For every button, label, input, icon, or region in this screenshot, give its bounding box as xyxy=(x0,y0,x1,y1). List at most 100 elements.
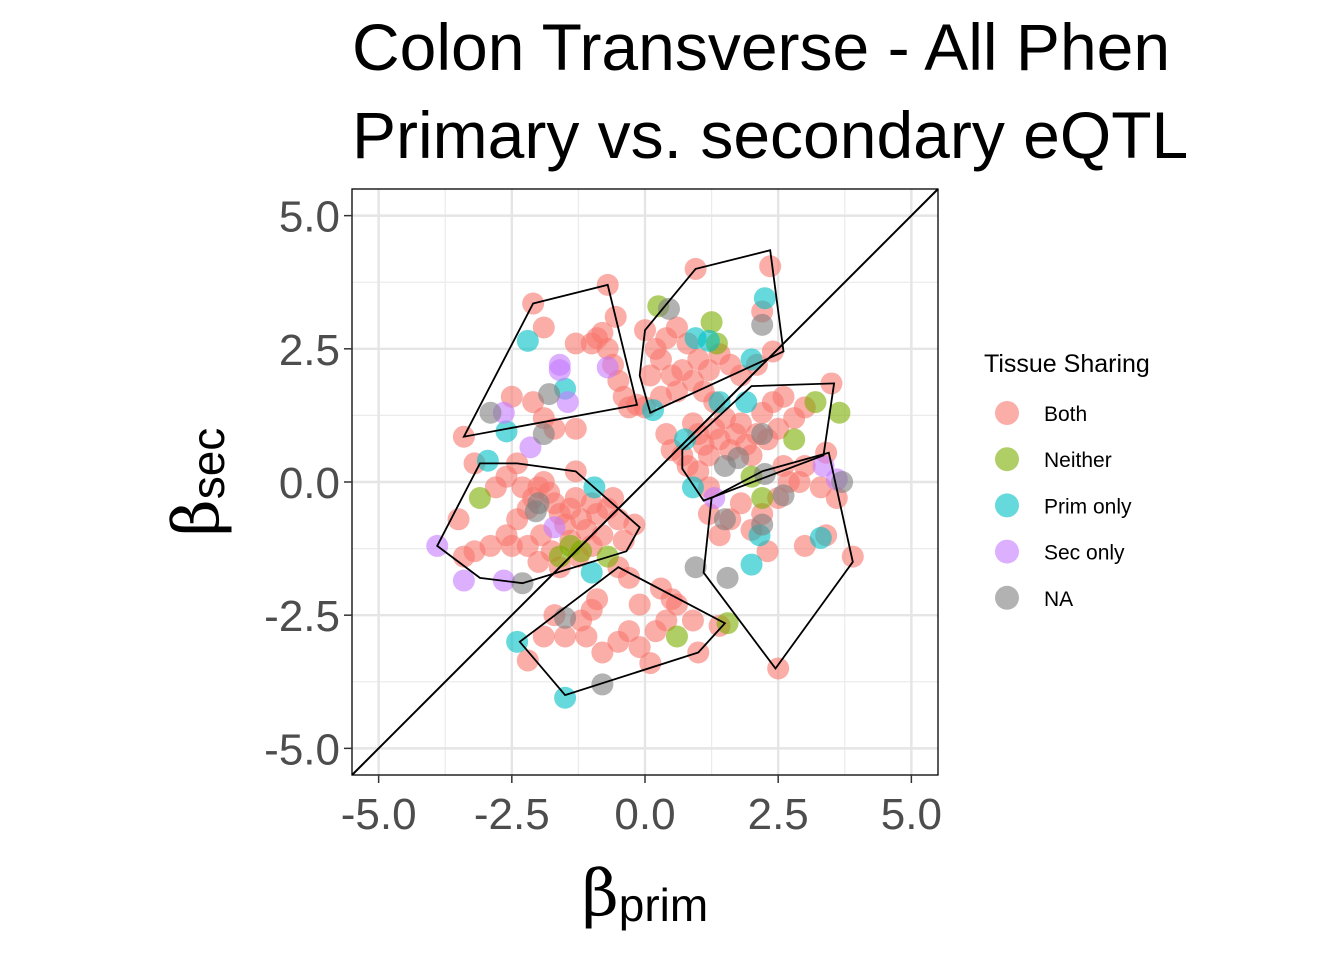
data-point xyxy=(628,636,651,659)
data-point xyxy=(495,420,518,443)
data-point xyxy=(772,484,795,507)
legend: Tissue Sharing Both Neither Prim only Sec o… xyxy=(984,350,1150,611)
y-tick-label: 2.5 xyxy=(279,326,340,375)
data-point xyxy=(532,423,555,446)
hull-polygon xyxy=(702,451,854,671)
data-point xyxy=(532,316,555,339)
chart-title-line-2: Primary vs. secondary eQTL xyxy=(352,98,1188,172)
legend-swatch xyxy=(995,401,1019,425)
data-point xyxy=(591,641,614,664)
reference-line-y-equals-x xyxy=(351,188,939,776)
legend-label: Neither xyxy=(1044,449,1112,472)
legend-swatch xyxy=(995,585,1019,610)
data-point xyxy=(556,391,579,414)
legend-entry: Sec only xyxy=(995,539,1125,565)
data-point xyxy=(804,391,827,414)
data-point xyxy=(623,513,646,536)
data-point xyxy=(788,471,811,493)
data-point xyxy=(618,620,641,643)
data-point xyxy=(655,609,678,632)
data-point xyxy=(649,348,672,371)
data-point xyxy=(548,545,571,568)
data-point xyxy=(570,540,593,563)
x-tick-label: 5.0 xyxy=(881,790,942,839)
x-tick-label: -5.0 xyxy=(341,790,417,839)
data-point xyxy=(506,630,529,653)
data-point xyxy=(660,588,683,611)
data-point xyxy=(543,516,566,539)
data-point xyxy=(516,649,539,672)
legend-swatch xyxy=(995,539,1019,564)
data-point xyxy=(586,327,609,350)
data-point xyxy=(500,534,523,557)
data-point xyxy=(554,625,577,648)
data-point xyxy=(761,340,784,363)
legend-title: Tissue Sharing xyxy=(984,350,1150,378)
y-tick-label: 0.0 xyxy=(279,459,340,508)
chart-title-line-1: Colon Transverse - All Phen xyxy=(352,10,1170,84)
x-axis-label-subscript: prim xyxy=(619,879,708,931)
data-point xyxy=(684,556,707,579)
data-point xyxy=(716,612,739,635)
data-point xyxy=(759,255,782,278)
x-axis-ticks: -5.0 -2.5 0.0 2.5 5.0 xyxy=(341,775,942,839)
hull-polygon xyxy=(681,382,836,502)
data-point xyxy=(554,606,577,629)
y-axis-ticks: 5.0 2.5 0.0 -2.5 -5.0 xyxy=(264,193,352,774)
data-point xyxy=(564,417,587,440)
data-point xyxy=(516,534,539,557)
data-point xyxy=(665,316,688,339)
legend-entry: Both xyxy=(995,401,1087,426)
data-point xyxy=(665,625,688,648)
legend-swatch xyxy=(995,493,1019,518)
data-point xyxy=(828,401,851,424)
data-point xyxy=(812,455,835,478)
data-point xyxy=(772,385,795,408)
hull-polygon xyxy=(518,566,727,697)
legend-label: Both xyxy=(1044,403,1087,426)
data-point xyxy=(751,513,774,536)
data-point xyxy=(735,391,758,414)
y-axis-label-subscript: sec xyxy=(182,428,234,500)
data-point xyxy=(673,428,696,451)
legend-entries: Both Neither Prim only Sec only NA xyxy=(995,401,1132,611)
data-point xyxy=(554,686,577,709)
convex-hulls xyxy=(436,249,854,697)
y-axis-label-symbol: β xyxy=(160,499,234,536)
y-tick-label: -2.5 xyxy=(264,592,340,641)
x-axis-label-symbol: β xyxy=(582,857,619,931)
data-point xyxy=(639,364,662,387)
hull-polygon xyxy=(436,462,641,585)
legend-label: Prim only xyxy=(1044,495,1132,518)
y-tick-label: -5.0 xyxy=(264,725,340,774)
data-point xyxy=(476,449,499,472)
data-point xyxy=(751,486,774,509)
data-point xyxy=(479,534,502,557)
legend-label: Sec only xyxy=(1044,542,1125,565)
data-point xyxy=(767,657,790,680)
x-tick-label: 0.0 xyxy=(614,790,675,839)
x-tick-label: 2.5 xyxy=(748,790,809,839)
data-point xyxy=(700,311,723,334)
data-point xyxy=(697,359,720,382)
legend-entry: NA xyxy=(995,585,1073,611)
data-point xyxy=(841,545,864,568)
legend-swatch xyxy=(995,447,1019,472)
data-point xyxy=(729,412,752,435)
data-point xyxy=(591,673,614,696)
data-point xyxy=(729,492,752,515)
data-point xyxy=(479,401,502,424)
data-point xyxy=(753,287,776,310)
data-point xyxy=(519,436,542,459)
x-axis-label: βprim xyxy=(582,857,708,931)
data-point xyxy=(511,476,534,499)
data-point xyxy=(665,380,688,403)
x-tick-label: -2.5 xyxy=(474,790,550,839)
data-point xyxy=(580,561,603,584)
data-point xyxy=(657,297,680,320)
data-point xyxy=(639,652,662,675)
data-point xyxy=(697,444,720,467)
data-point xyxy=(602,486,625,509)
data-point xyxy=(751,423,774,446)
